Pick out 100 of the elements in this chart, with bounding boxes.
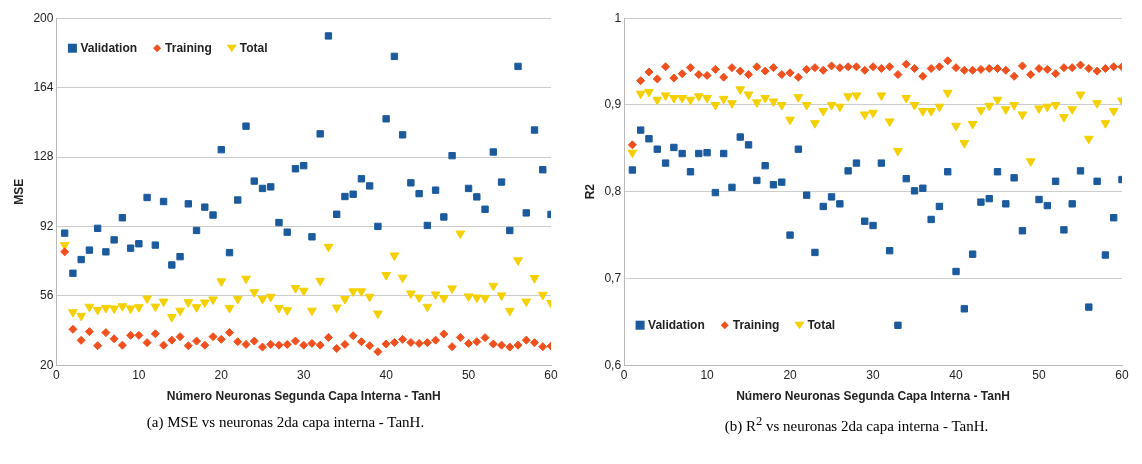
point	[635, 90, 646, 100]
point	[283, 228, 291, 236]
point	[440, 213, 448, 221]
point	[308, 233, 316, 241]
point	[768, 63, 778, 73]
point	[168, 261, 176, 269]
point	[521, 298, 532, 308]
point	[406, 337, 416, 347]
point	[851, 62, 861, 72]
point	[60, 229, 69, 237]
point	[257, 295, 268, 305]
point	[530, 126, 539, 134]
point	[703, 148, 711, 157]
point	[357, 175, 366, 183]
point	[275, 218, 283, 227]
point	[902, 175, 910, 183]
point	[760, 66, 770, 76]
point	[909, 101, 920, 111]
point	[968, 250, 977, 258]
point	[422, 338, 432, 348]
y-tick-label: 20	[40, 357, 54, 372]
x-tick-label: 40	[949, 367, 964, 382]
legend-label: Training	[732, 317, 780, 332]
point	[92, 306, 103, 316]
point	[166, 314, 177, 323]
point	[926, 64, 936, 74]
point	[464, 338, 474, 348]
point	[102, 248, 110, 256]
point	[506, 226, 514, 235]
point	[250, 177, 258, 185]
point	[926, 108, 936, 117]
point	[1034, 105, 1044, 114]
point	[356, 288, 367, 297]
point	[176, 252, 184, 261]
point	[893, 147, 903, 157]
point	[776, 101, 787, 111]
x-tick-label: 50	[1032, 367, 1047, 382]
point	[1101, 251, 1110, 259]
point	[101, 328, 111, 338]
point	[142, 295, 152, 304]
point	[513, 257, 523, 266]
point	[539, 166, 547, 174]
point	[118, 214, 127, 222]
point	[159, 340, 169, 350]
x-tick-label: 60	[544, 367, 558, 382]
point	[184, 200, 192, 208]
point	[836, 200, 844, 208]
point	[167, 335, 177, 345]
point	[744, 141, 753, 149]
point	[727, 100, 737, 109]
point	[69, 269, 77, 277]
point	[282, 307, 293, 316]
point	[241, 275, 251, 285]
point	[398, 131, 407, 139]
point	[110, 236, 118, 244]
point	[851, 92, 862, 101]
point	[827, 61, 837, 71]
point	[1075, 91, 1086, 101]
y-tick-label: 0,7	[604, 270, 622, 285]
point	[142, 338, 152, 348]
point	[364, 293, 375, 303]
legend-label: Total	[239, 40, 268, 55]
point	[282, 339, 292, 349]
point	[448, 151, 456, 160]
point	[1018, 227, 1027, 235]
point	[918, 71, 928, 81]
point	[844, 167, 852, 175]
point	[117, 303, 128, 312]
point	[1010, 174, 1018, 182]
point	[743, 91, 754, 101]
point	[431, 186, 440, 194]
point	[719, 149, 728, 158]
point	[976, 64, 986, 74]
point	[1025, 158, 1036, 167]
point	[1092, 66, 1102, 76]
point	[943, 56, 953, 66]
point	[801, 101, 812, 111]
point	[406, 290, 416, 299]
point	[678, 149, 686, 158]
point	[942, 89, 953, 99]
point	[670, 143, 678, 152]
point	[225, 248, 234, 257]
point	[430, 291, 441, 300]
point	[967, 121, 978, 130]
point	[686, 168, 695, 176]
point	[645, 135, 653, 143]
point	[1017, 61, 1027, 71]
point	[893, 70, 903, 80]
point	[1083, 135, 1094, 145]
point	[241, 339, 251, 349]
point	[158, 298, 169, 308]
point	[744, 70, 754, 80]
point	[373, 347, 383, 357]
point	[537, 291, 548, 301]
point	[298, 287, 309, 297]
point	[727, 63, 737, 73]
point	[341, 192, 349, 201]
point	[1035, 195, 1043, 204]
point	[769, 181, 778, 189]
point	[109, 334, 119, 344]
